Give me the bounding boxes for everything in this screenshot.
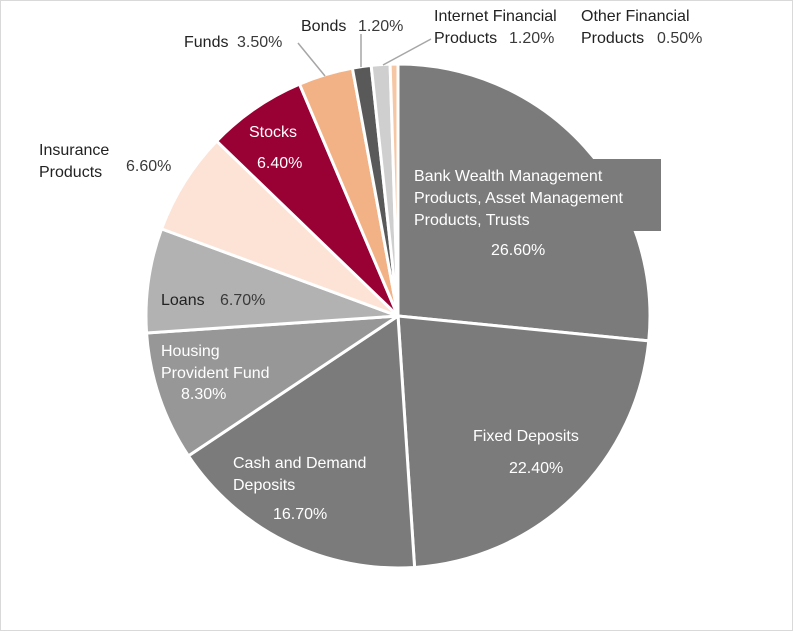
pie-slice-fixed xyxy=(396,314,651,569)
slice-value-cash: 16.70% xyxy=(273,506,327,523)
slice-label-stocks-line-1: Stocks xyxy=(249,124,297,141)
slice-value-loans: 6.70% xyxy=(220,292,265,309)
slice-value-internet: 1.20% xyxy=(509,30,554,47)
slice-label-housing-line-2: Provident Fund xyxy=(161,365,270,382)
pie-slice-other xyxy=(388,62,400,318)
slice-label-fixed-line-1: Fixed Deposits xyxy=(473,428,579,445)
slice-value-insurance: 6.60% xyxy=(126,158,171,175)
slice-label-insurance-line-2: Products xyxy=(39,164,102,181)
leader-line-internet xyxy=(382,38,432,66)
pie-slice-loans xyxy=(144,227,400,335)
slice-label-bank-line-2: Products, Asset Management xyxy=(414,190,624,207)
slice-label-cash-line-2: Deposits xyxy=(233,477,295,494)
slice-label-loans-line-1: Loans xyxy=(161,292,205,309)
slice-label-cash-line-1: Cash and Demand xyxy=(233,455,366,472)
slice-label-internet-line-2: Products xyxy=(434,30,497,47)
slice-label-funds-line-1: Funds xyxy=(184,34,228,51)
slice-label-bank-line-1: Bank Wealth Management xyxy=(414,168,603,185)
slice-label-insurance-line-1: Insurance xyxy=(39,142,109,159)
slice-label-bonds-line-1: Bonds xyxy=(301,18,346,35)
slice-label-other-line-2: Products xyxy=(581,30,644,47)
slice-label-other-line-1: Other Financial xyxy=(581,8,690,25)
slice-value-other: 0.50% xyxy=(657,30,702,47)
slice-value-housing: 8.30% xyxy=(181,386,226,403)
slice-label-housing-line-1: Housing xyxy=(161,343,220,360)
bank-label-background xyxy=(401,159,661,231)
slice-value-bank: 26.60% xyxy=(491,242,545,259)
slice-labels: Bank Wealth Management Products, Asset Ma… xyxy=(39,8,702,523)
slice-label-bank-line-3: Products, Trusts xyxy=(414,212,530,229)
slice-value-fixed: 22.40% xyxy=(509,460,563,477)
pie-slices xyxy=(144,62,652,570)
leader-line-funds xyxy=(297,42,326,77)
leader-lines xyxy=(297,34,432,77)
pie-slice-housing xyxy=(145,314,400,458)
slice-value-stocks: 6.40% xyxy=(257,155,302,172)
slice-value-bonds: 1.20% xyxy=(358,18,403,35)
pie-slice-cash xyxy=(186,314,417,570)
slice-label-internet-line-1: Internet Financial xyxy=(434,8,557,25)
slice-value-funds: 3.50% xyxy=(237,34,282,51)
